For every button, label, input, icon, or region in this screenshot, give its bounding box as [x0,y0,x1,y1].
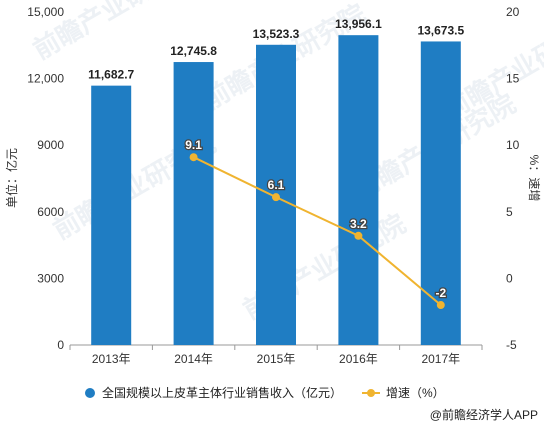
x-tick-label: 2013年 [92,352,131,366]
legend-bar-marker [85,388,95,398]
x-tick-label: 2015年 [257,352,296,366]
bar-series [91,35,461,346]
bar [173,62,214,345]
bar-value-label: 13,673.5 [417,23,464,37]
growth-line [193,156,442,306]
y-tick-label: 0 [57,338,64,352]
y2-tick-label: 15 [506,72,520,86]
growth-point [189,153,198,162]
y2-axis-title: %：速增 [527,155,541,202]
y2-tick-label: 20 [506,5,520,19]
bar-value-label: 11,682.7 [88,68,134,82]
bar-value-label: 13,956.1 [335,17,382,31]
legend-bar-label: 全国规模以上皮革主体行业销售收入（亿元） [102,385,342,400]
growth-point [354,231,363,240]
bar-value-label: 12,745.8 [170,44,217,58]
bar [338,35,379,345]
bar-value-label: 13,523.3 [253,27,300,41]
growth-value-label: 6.1 [268,178,285,192]
y-tick-label: 3000 [37,271,64,285]
axes: 0 3000 6000 9000 12,000 15,000 -5 0 5 10 15 20 2013年… [27,5,519,366]
data-labels: 11,682.7 12,745.8 13,523.3 13,956.1 13,673.5… [88,17,464,301]
growth-point [436,301,445,310]
legend: 全国规模以上皮革主体行业销售收入（亿元） 增速（%） [85,385,445,400]
x-tick-label: 2017年 [421,352,460,366]
x-tick-label: 2016年 [339,352,378,366]
y-axis-title: 单位：亿元 [4,148,19,208]
y-tick-label: 12,000 [27,72,64,86]
x-tick-label: 2014年 [174,352,213,366]
legend-line-marker-dot [367,389,375,397]
y-tick-label: 6000 [37,205,64,219]
growth-value-label: 3.2 [350,217,367,231]
legend-line-label: 增速（%） [386,386,445,400]
source-credit: @前瞻经济学人APP [430,407,538,422]
y2-tick-label: 5 [506,205,513,219]
y2-tick-label: -5 [506,338,517,352]
y2-tick-label: 0 [506,271,513,285]
y2-tick-label: 10 [506,138,520,152]
growth-point [272,193,280,202]
y-tick-label: 9000 [37,138,64,152]
y-tick-label: 15,000 [27,5,64,19]
bar [91,85,132,346]
line-series [189,153,445,310]
growth-value-label: -2 [435,286,446,300]
growth-value-label: 9.1 [185,138,202,152]
